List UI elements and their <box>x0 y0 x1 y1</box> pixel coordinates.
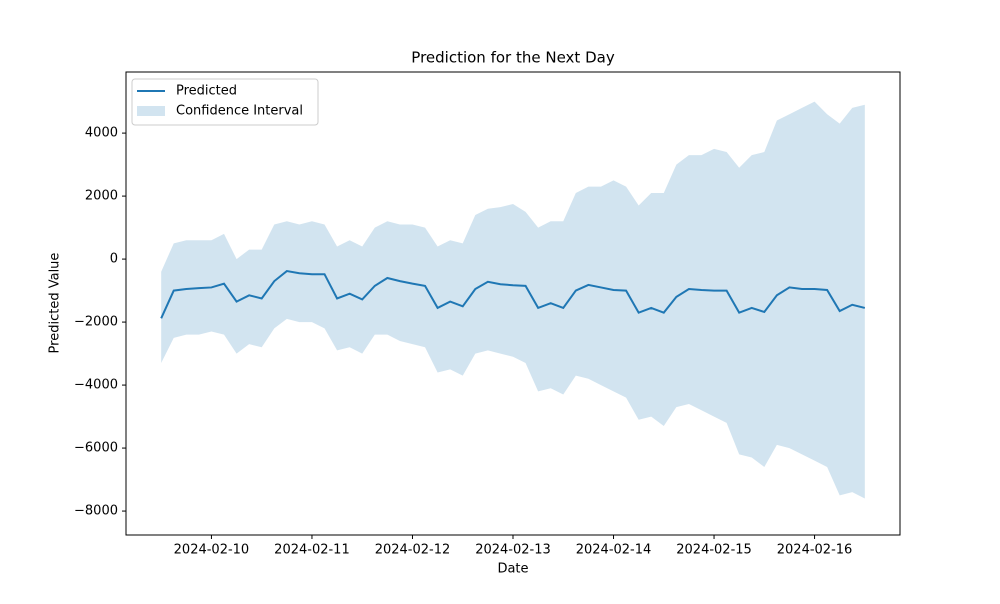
y-axis-label: Predicted Value <box>48 253 63 354</box>
chart-title: Prediction for the Next Day <box>411 49 615 67</box>
legend-patch <box>137 106 165 116</box>
x-tick-label: 2024-02-14 <box>576 543 652 558</box>
x-tick-label: 2024-02-13 <box>475 543 551 558</box>
x-tick-label: 2024-02-16 <box>777 543 853 558</box>
x-tick-label: 2024-02-11 <box>274 543 350 558</box>
y-tick-label: −6000 <box>74 441 118 456</box>
x-axis-label: Date <box>497 562 528 577</box>
predicted-line <box>160 269 866 319</box>
legend-label: Confidence Interval <box>176 104 303 119</box>
x-tick-label: 2024-02-10 <box>174 543 250 558</box>
legend-label: Predicted <box>176 84 237 99</box>
y-tick-label: 4000 <box>85 126 118 141</box>
y-tick-label: 2000 <box>85 189 118 204</box>
confidence-band <box>161 101 865 499</box>
y-tick-label: 0 <box>110 252 118 267</box>
x-tick-label: 2024-02-15 <box>676 543 752 558</box>
y-tick-label: −2000 <box>74 315 118 330</box>
legend-box <box>131 78 319 126</box>
y-tick-label: −8000 <box>74 504 118 519</box>
x-tick-label: 2024-02-12 <box>375 543 451 558</box>
y-tick-label: −4000 <box>74 378 118 393</box>
